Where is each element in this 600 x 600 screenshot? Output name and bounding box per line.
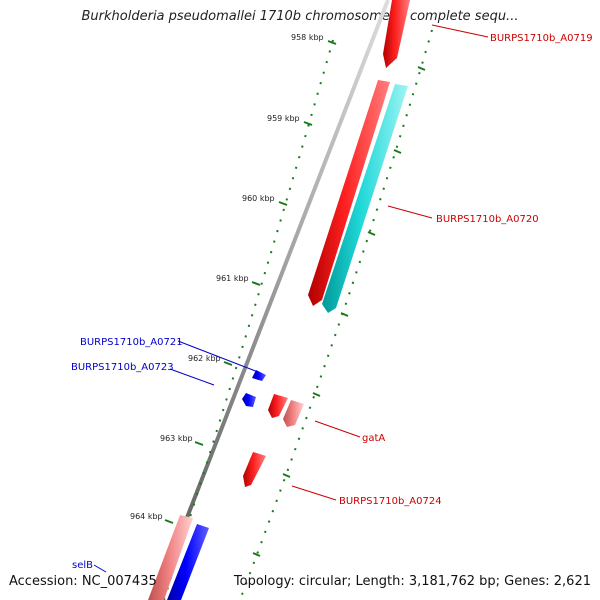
scale-tick — [327, 40, 337, 45]
scale-tick — [278, 201, 288, 206]
gene-arrow-gatA[interactable] — [268, 394, 288, 418]
leader-line — [177, 340, 259, 373]
topology-text: Topology: circular; Length: 3,181,762 bp… — [233, 574, 591, 589]
outer-tick — [282, 473, 291, 478]
cds-arrow-BURPS1710b_A0720[interactable] — [322, 84, 408, 313]
scale-tick — [303, 121, 313, 126]
outer-tick — [312, 392, 321, 397]
gene-label-BURPS1710b_A0723[interactable]: BURPS1710b_A0723 — [71, 362, 174, 373]
tick-label: 959 kbp — [267, 114, 300, 123]
gene-arrow-selB[interactable] — [167, 524, 209, 600]
tick-label: 962 kbp — [188, 354, 221, 363]
outer-tick — [252, 552, 261, 557]
chromosome-backbone — [153, 0, 390, 600]
gene-arrow-BURPS1710b_A0719[interactable] — [383, 0, 410, 68]
outer-dotted-track — [239, 29, 433, 600]
gene-label-gatA[interactable]: gatA — [362, 433, 385, 444]
tick-label: 958 kbp — [291, 33, 324, 42]
gene-label-BURPS1710b_A0719[interactable]: BURPS1710b_A0719 — [490, 33, 593, 44]
scale-tick — [164, 519, 174, 524]
cds-arrow-selB[interactable] — [148, 515, 193, 600]
gene-label-BURPS1710b_A0724[interactable]: BURPS1710b_A0724 — [339, 496, 442, 507]
outer-tick — [417, 66, 426, 71]
gene-arrow-BURPS1710b_A0724[interactable] — [243, 452, 266, 487]
scale-ticks: 958 kbp 959 kbp 960 kbp 961 kbp 962 kbp … — [130, 33, 426, 557]
gene-label-BURPS1710b_A0720[interactable]: BURPS1710b_A0720 — [436, 214, 539, 225]
outer-tick — [340, 312, 349, 317]
leader-line — [169, 368, 215, 386]
gene-label-selB[interactable]: selB — [72, 560, 93, 571]
outer-tick — [393, 149, 402, 154]
scale-tick — [251, 281, 261, 286]
scale-tick — [194, 441, 204, 446]
gene-label-BURPS1710b_A0721[interactable]: BURPS1710b_A0721 — [80, 337, 183, 348]
accession-text: Accession: NC_007435 — [9, 574, 157, 589]
leader-lines — [93, 24, 489, 573]
gene-arrow-BURPS1710b_A0721[interactable] — [252, 370, 266, 381]
leader-line — [387, 205, 433, 219]
gene-arrow-BURPS1710b_A0720[interactable] — [308, 80, 390, 306]
tick-label: 964 kbp — [130, 512, 163, 521]
leader-line — [431, 24, 489, 38]
features — [148, 0, 410, 600]
cds-arrow-gatA[interactable] — [283, 400, 304, 427]
outer-tick — [367, 231, 376, 236]
tick-label: 963 kbp — [160, 434, 193, 443]
tick-label: 960 kbp — [242, 194, 275, 203]
leader-line — [93, 564, 107, 573]
tick-label: 961 kbp — [216, 274, 249, 283]
scale-tick — [223, 361, 233, 366]
map-title: Burkholderia pseudomallei 1710b chromoso… — [81, 9, 519, 24]
leader-line — [291, 485, 337, 501]
gene-arrow-BURPS1710b_A0723[interactable] — [242, 393, 256, 407]
leader-line — [314, 420, 361, 438]
gene-labels: BURPS1710b_A0719 BURPS1710b_A0720 BURPS1… — [71, 33, 593, 571]
